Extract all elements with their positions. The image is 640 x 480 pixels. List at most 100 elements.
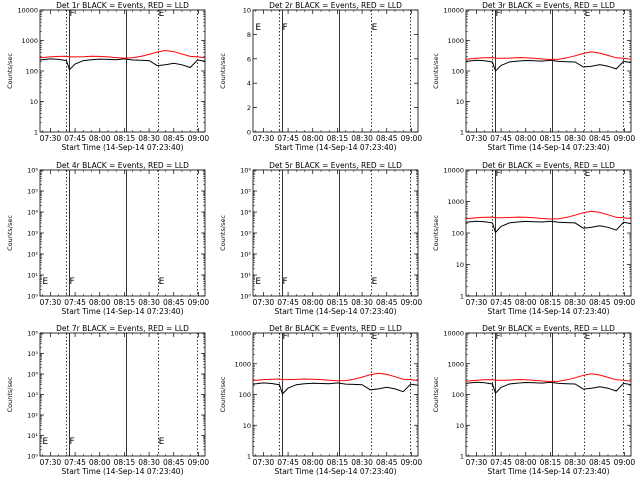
x-tick-label: 09:00 — [188, 458, 210, 467]
y-tick-label: 10⁶ — [240, 167, 251, 175]
panel-det-3: Det 3r BLACK = Events, RED = LLD Counts/s… — [432, 1, 635, 152]
marker-letter: F — [283, 277, 288, 287]
x-tick-label: 08:15 — [114, 458, 136, 467]
y-tick-label: 10000 — [17, 7, 38, 15]
y-tick-label: 10 — [243, 7, 251, 15]
y-tick-label: 10⁵ — [27, 350, 38, 358]
x-tick-label: 09:00 — [401, 458, 423, 467]
x-tick-label: 09:00 — [614, 458, 636, 467]
y-tick-label: 10⁶ — [27, 167, 38, 175]
axes-frame — [252, 9, 419, 133]
marker-letter: F — [70, 9, 75, 19]
panel-det-6: Det 6r BLACK = Events, RED = LLD Counts/s… — [432, 161, 635, 316]
x-tick-label: 07:30 — [466, 298, 488, 307]
y-tick-label: 10000 — [443, 167, 464, 175]
y-axis-label: Counts/sec — [432, 53, 440, 89]
y-tick-label: 10000 — [230, 330, 251, 338]
panel-title: Det 1r BLACK = Events, RED = LLD — [56, 1, 189, 10]
x-tick-label: 08:30 — [351, 134, 373, 143]
marker-letter: F — [496, 9, 501, 19]
y-tick-label: 10000 — [443, 330, 464, 338]
axes-frame — [39, 169, 206, 297]
x-tick-label: 08:30 — [351, 458, 373, 467]
y-axis-label: Counts/sec — [6, 376, 14, 412]
y-tick-label: 1000 — [234, 360, 251, 368]
x-tick-label: 07:45 — [64, 298, 86, 307]
x-axis-label: Start Time (14-Sep-14 07:23:40) — [275, 307, 397, 316]
y-tick-label: 0 — [247, 129, 251, 137]
x-tick-label: 07:45 — [490, 298, 512, 307]
x-tick-label: 07:45 — [277, 458, 299, 467]
y-tick-label: 1000 — [447, 37, 464, 45]
y-tick-label: 2 — [247, 104, 251, 112]
x-tick-label: 07:45 — [490, 458, 512, 467]
y-tick-label: 1 — [460, 129, 464, 137]
y-tick-label: 10⁰ — [240, 293, 251, 301]
y-axis-label: Counts/sec — [219, 215, 227, 251]
y-tick-label: 10³ — [240, 230, 251, 238]
x-tick-label: 08:00 — [302, 458, 324, 467]
x-tick-label: 07:45 — [277, 134, 299, 143]
axes-frame — [252, 332, 419, 457]
x-axis-label: Start Time (14-Sep-14 07:23:40) — [488, 143, 610, 152]
series-events-line — [39, 58, 206, 71]
y-tick-label: 10¹ — [240, 272, 251, 280]
y-tick-label: 1000 — [447, 360, 464, 368]
panel-title: Det 2r BLACK = Events, RED = LLD — [269, 1, 402, 10]
x-tick-label: 08:00 — [302, 298, 324, 307]
y-tick-label: 10⁰ — [27, 293, 38, 301]
marker-letter: F — [283, 23, 288, 33]
series-events-line — [252, 382, 419, 395]
y-tick-label: 100 — [26, 68, 38, 76]
y-tick-label: 1 — [247, 453, 251, 461]
x-tick-label: 08:15 — [327, 134, 349, 143]
panel-title: Det 5r BLACK = Events, RED = LLD — [269, 161, 402, 170]
x-axis-label: Start Time (14-Sep-14 07:23:40) — [62, 143, 184, 152]
x-tick-label: 08:15 — [114, 134, 136, 143]
y-axis-label: Counts/sec — [432, 215, 440, 251]
y-tick-label: 1 — [34, 129, 38, 137]
marker-letter: E — [255, 23, 261, 33]
x-tick-label: 08:45 — [589, 134, 611, 143]
y-tick-label: 10 — [243, 422, 251, 430]
series-events-line — [465, 381, 632, 395]
x-tick-label: 08:15 — [540, 298, 562, 307]
x-tick-label: 08:00 — [89, 298, 111, 307]
y-tick-label: 10³ — [27, 391, 38, 399]
x-tick-label: 08:30 — [564, 458, 586, 467]
y-axis-label: Counts/sec — [6, 215, 14, 251]
y-axis-label: Counts/sec — [219, 376, 227, 412]
x-tick-label: 08:15 — [540, 458, 562, 467]
marker-letter: E — [159, 437, 165, 447]
x-tick-label: 07:30 — [40, 134, 62, 143]
y-tick-label: 1000 — [21, 37, 38, 45]
panel-title: Det 7r BLACK = Events, RED = LLD — [56, 324, 189, 333]
x-tick-label: 07:45 — [277, 298, 299, 307]
x-tick-label: 07:30 — [466, 134, 488, 143]
panel-title: Det 4r BLACK = Events, RED = LLD — [56, 161, 189, 170]
x-axis-label: Start Time (14-Sep-14 07:23:40) — [275, 467, 397, 476]
marker-letter: F — [496, 332, 501, 342]
x-tick-label: 08:30 — [564, 298, 586, 307]
axes-frame — [465, 332, 632, 457]
y-axis-label: Counts/sec — [219, 53, 227, 89]
x-tick-label: 07:30 — [253, 298, 275, 307]
x-tick-label: 08:00 — [89, 134, 111, 143]
x-tick-label: 09:00 — [614, 134, 636, 143]
x-tick-label: 08:30 — [138, 458, 160, 467]
x-tick-label: 08:45 — [163, 458, 185, 467]
x-axis-label: Start Time (14-Sep-14 07:23:40) — [275, 143, 397, 152]
x-tick-label: 08:45 — [589, 298, 611, 307]
y-tick-label: 10⁶ — [27, 330, 38, 338]
y-tick-label: 10 — [456, 98, 464, 106]
x-tick-label: 08:45 — [163, 134, 185, 143]
x-tick-label: 07:30 — [466, 458, 488, 467]
y-tick-label: 10⁵ — [240, 188, 251, 196]
x-tick-label: 07:45 — [490, 134, 512, 143]
y-tick-label: 10¹ — [27, 272, 38, 280]
x-tick-label: 08:00 — [515, 458, 537, 467]
x-tick-label: 08:30 — [564, 134, 586, 143]
series-events-line — [465, 59, 632, 73]
y-tick-label: 10 — [456, 261, 464, 269]
series-lld-line — [465, 373, 632, 383]
